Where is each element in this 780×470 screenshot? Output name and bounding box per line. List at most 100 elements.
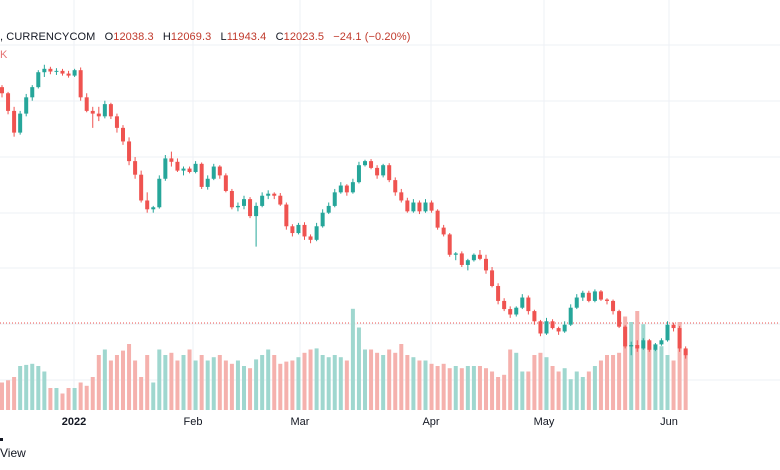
candle-body [623,326,628,347]
candle-body [284,204,289,227]
volume-bar [169,352,174,410]
close-value: 12023.5 [283,31,325,43]
volume-bar [229,363,234,410]
candle-body [405,200,410,212]
volume-bar [465,366,470,410]
volume-bar [435,366,440,410]
volume-bar [338,357,343,410]
volume-bar [66,388,71,410]
volume-bar [653,349,658,410]
volume-bar [199,355,204,410]
candle-body [332,192,337,206]
volume-bar [508,349,513,410]
volume-bar [187,349,192,410]
x-tick-label: 2022 [61,416,87,428]
volume-bar [441,363,446,410]
volume-bar [381,355,386,410]
volume-bar [417,360,422,410]
candle-body [66,73,71,76]
x-tick-label: Apr [422,416,440,428]
volume-bar [659,346,664,410]
candle-body [90,110,95,114]
candle-body [465,260,470,265]
candle-body [417,202,422,212]
candle-body [114,116,119,128]
volume-bar [78,382,83,410]
volume-bar [151,382,156,410]
candle-body [145,200,150,210]
volume-bar [314,348,319,410]
volume-bar [193,360,198,410]
volume-bar [121,350,125,410]
candle-body [350,182,355,193]
volume-bar [647,341,652,410]
candle-body [574,297,579,308]
volume-bar [375,352,380,410]
volume-bar [175,360,180,410]
candle-body [242,199,246,206]
candle-body [229,190,234,208]
volume-bar [102,349,107,410]
volume-bar [532,355,537,410]
volume-bar [459,368,464,410]
candle-body [338,185,343,193]
price-chart[interactable] [0,0,780,410]
volume-bar [242,366,246,410]
volume-bar [139,377,144,410]
candle-body [78,70,83,98]
candle-body [163,158,168,179]
volume-bar [302,352,307,410]
volume-bar [0,382,4,410]
x-tick-label: Jun [660,416,678,428]
volume-bar [665,355,670,410]
candle-body [635,345,640,349]
volume-bar [332,355,337,410]
open-label: O [104,31,114,43]
candle-body [526,297,531,312]
volume-bar [284,361,289,410]
low-value: 11943.4 [226,31,267,43]
volume-bar [217,355,222,410]
candle-body [60,70,65,74]
candle-body [429,202,434,211]
footer-marker [0,438,3,441]
high-label: H [162,31,171,43]
volume-bar [72,388,77,410]
candle-body [411,202,416,212]
candle-body [605,299,609,301]
candle-body [502,300,507,310]
candle-body [54,70,59,72]
volume-bar [350,308,355,410]
candle-body [617,311,622,327]
candle-body [562,324,567,332]
change-value: −24.1 (−0.20%) [333,31,411,43]
volume-bar [223,360,228,410]
candle-body [671,324,676,329]
candle-body [647,340,652,350]
candle-body [514,307,519,315]
volume-bar [127,344,132,410]
volume-bar [387,349,392,410]
volume-bar [133,360,138,410]
volume-bar [453,366,458,410]
candle-body [0,87,4,94]
candle-body [393,180,398,193]
x-tick-label: Mar [290,416,310,428]
x-tick-label: May [533,416,555,428]
candle-body [211,166,216,179]
volume-bar [84,385,89,410]
volume-bar [574,371,579,410]
volume-bar [423,360,428,410]
volume-bar [677,322,682,410]
volume-bar [344,360,349,410]
volume-bar [550,366,555,410]
volume-bar [308,349,313,410]
volume-bar [556,371,561,410]
volume-bar [641,324,646,410]
volume-bar [54,388,59,410]
candle-body [127,141,132,162]
volume-bar [520,371,525,410]
candle-body [308,236,313,240]
volume-bar [326,357,331,410]
volume-bar [393,352,398,410]
